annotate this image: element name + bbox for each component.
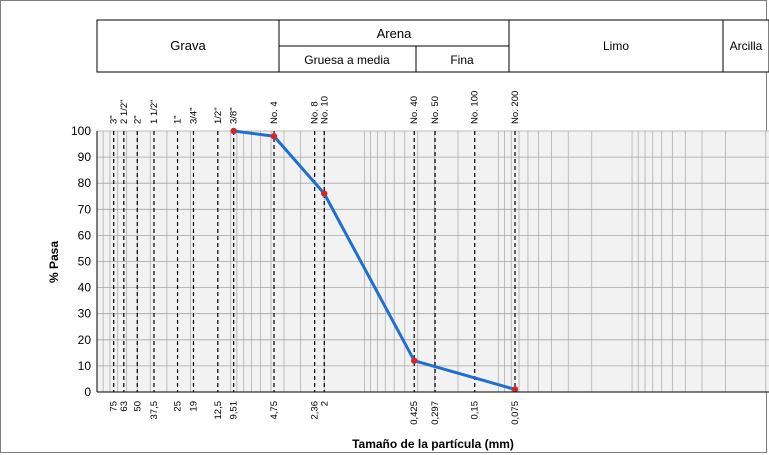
sieve-name-label: 2 1/2" — [119, 99, 130, 124]
sieve-name-label: 1 1/2" — [149, 99, 160, 124]
y-tick-label: 70 — [78, 202, 92, 216]
y-tick-label: 40 — [78, 281, 92, 295]
sieve-size-label: 0,075 — [510, 401, 521, 425]
sieve-name-labels: 3" 2 1/2" 2" 1 1/2" 1" 3/4" 1/2" 3/8" No. 4 No. 8… — [109, 91, 521, 124]
header-grava: Grava — [170, 38, 206, 53]
sieve-size-label: 75 — [109, 401, 120, 412]
sieve-size-label: 0,15 — [470, 401, 481, 420]
sieve-size-label: 4,75 — [269, 401, 280, 420]
y-tick-label: 50 — [78, 255, 92, 269]
sieve-lines — [113, 131, 516, 392]
sieve-size-label: 12,5 — [213, 401, 224, 420]
y-tick-label: 0 — [84, 385, 91, 399]
y-tick-label: 80 — [78, 176, 92, 190]
header-limo: Limo — [603, 39, 629, 53]
sieve-name-label: No. 10 — [319, 96, 330, 124]
y-tick-label: 100 — [71, 124, 91, 138]
data-point — [270, 133, 278, 140]
sieve-name-label: No. 4 — [269, 101, 280, 124]
sieve-name-label: No. 8 — [310, 101, 321, 124]
classification-header: Grava Arena Gruesa a media Fina Limo Arc… — [96, 19, 769, 73]
sieve-name-label: 1" — [173, 115, 184, 124]
header-arena: Arena — [377, 26, 412, 41]
x-axis-title: Tamaño de la partícula (mm) — [352, 437, 514, 451]
sieve-size-labels: 75 63 50 37,5 25 19 12,5 9,51 4,75 2,362 0,425 0,29… — [109, 401, 521, 425]
header-fina: Fina — [450, 53, 474, 67]
y-tick-label: 10 — [78, 359, 92, 373]
sieve-size-label: 9,51 — [229, 401, 240, 420]
data-point — [511, 386, 519, 393]
sieve-name-label: 1/2" — [213, 107, 224, 124]
y-tick-label: 60 — [78, 228, 92, 242]
data-point — [411, 357, 418, 364]
sieve-size-label: 50 — [132, 401, 143, 412]
y-tick-label: 30 — [78, 307, 92, 321]
sieve-size-label: 25 — [173, 401, 184, 412]
y-axis-title: % Pasa — [47, 241, 61, 283]
data-point — [230, 127, 237, 135]
sieve-name-label: No. 100 — [470, 91, 481, 124]
sieve-name-label: No. 50 — [430, 96, 441, 124]
sieve-size-label: 63 — [119, 401, 130, 412]
sieve-size-label: 0,425 — [409, 401, 420, 425]
header-outline — [96, 19, 769, 73]
sieve-size-label: 19 — [188, 401, 199, 412]
sieve-name-label: 3" — [109, 115, 120, 124]
sieve-size-label: 37,5 — [149, 401, 160, 420]
y-tick-label: 90 — [78, 150, 92, 164]
data-points — [230, 127, 519, 393]
sieve-size-label: 2 — [319, 401, 330, 406]
sieve-name-label: 3/8" — [229, 107, 240, 124]
y-tick-labels: 0 10 20 30 40 50 60 70 80 90 100 — [71, 124, 91, 399]
sieve-name-label: 2" — [132, 115, 143, 124]
sieve-name-label: No. 200 — [510, 91, 521, 124]
header-gruesa-media: Gruesa a media — [304, 53, 390, 67]
sieve-name-label: 3/4" — [188, 107, 199, 124]
sieve-name-label: No. 40 — [409, 96, 420, 124]
sieve-size-label: 0,297 — [430, 401, 441, 425]
sieve-size-label: 2,36 — [310, 401, 321, 420]
y-tick-label: 20 — [78, 333, 92, 347]
header-arcilla: Arcilla — [730, 39, 763, 53]
data-point — [321, 190, 328, 197]
